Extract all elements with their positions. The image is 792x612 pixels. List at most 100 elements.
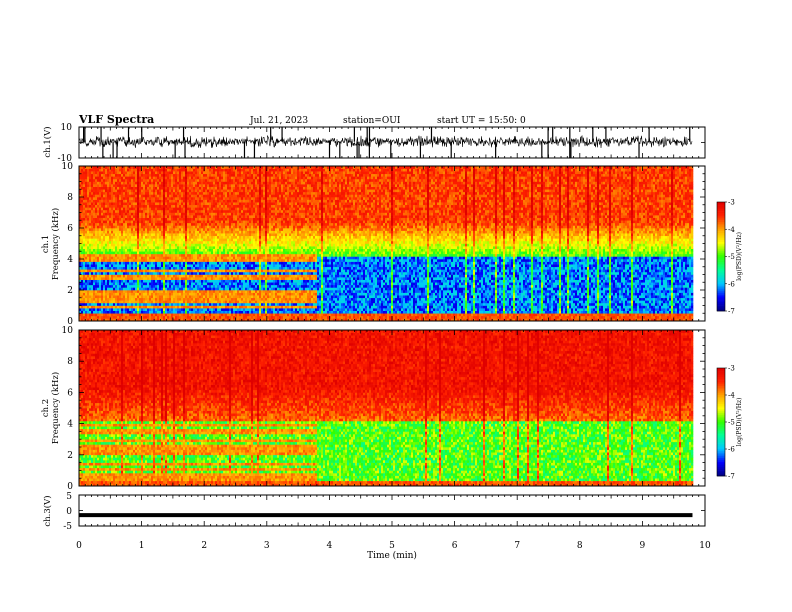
spectrogram-cell xyxy=(215,259,218,262)
spectrogram-cell xyxy=(145,243,148,247)
spectrogram-cell xyxy=(191,199,194,203)
spectrogram-cell xyxy=(173,279,176,283)
spectrogram-cell xyxy=(137,220,140,224)
spectrogram-cell xyxy=(181,228,184,231)
spectrogram-cell xyxy=(87,189,90,193)
spectrogram-cell xyxy=(119,284,122,288)
spectrogram-cell xyxy=(209,248,212,252)
spectrogram-cell xyxy=(131,178,134,182)
spectrogram-cell xyxy=(211,297,214,301)
spectrogram-cell xyxy=(95,290,98,293)
spectrogram-cell xyxy=(89,225,92,229)
spectrogram-cell xyxy=(85,315,88,319)
spectrogram-cell xyxy=(91,194,94,198)
spectrogram-cell xyxy=(83,189,86,193)
spectrogram-cell xyxy=(211,261,214,265)
spectrogram-cell xyxy=(145,199,148,203)
spectrogram-cell xyxy=(165,233,168,237)
spectrogram-cell xyxy=(159,261,162,265)
spectrogram-cell xyxy=(85,171,88,175)
spectrogram-cell xyxy=(219,176,222,180)
spectrogram-cell xyxy=(105,287,108,291)
spectrogram-cell xyxy=(169,308,172,311)
spectrogram-cell xyxy=(171,178,174,182)
spectrogram-cell xyxy=(199,297,202,301)
spectrogram-cell xyxy=(165,318,168,322)
spectrogram-cell xyxy=(215,184,218,187)
spectrogram-cell xyxy=(167,209,170,213)
spectrogram-cell xyxy=(179,204,182,208)
spectrogram-cell xyxy=(193,266,196,270)
spectrogram-cell xyxy=(125,279,128,283)
spectrogram-cell xyxy=(121,207,124,211)
spectrogram-cell xyxy=(209,271,212,275)
spectrogram-cell xyxy=(191,184,194,187)
spectrogram-cell xyxy=(191,266,194,270)
spectrogram-cell xyxy=(229,259,232,262)
spectrogram-cell xyxy=(81,251,84,255)
spectrogram-cell xyxy=(163,271,166,275)
spectrogram-cell xyxy=(131,292,134,296)
spectrogram-cell xyxy=(221,282,224,286)
spectrogram-cell xyxy=(125,290,128,293)
spectrogram-cell xyxy=(221,178,224,182)
spectrogram-cell xyxy=(223,199,226,203)
spectrogram-cell xyxy=(121,166,124,169)
spectrogram-cell xyxy=(79,300,82,304)
spectrogram-cell xyxy=(231,246,234,249)
spectrogram-cell xyxy=(93,279,96,283)
spectrogram-cell xyxy=(171,220,174,224)
spectrogram-cell xyxy=(159,199,162,203)
spectrogram-cell xyxy=(133,290,136,293)
spectrogram-cell xyxy=(183,215,186,218)
spectrogram-cell xyxy=(99,225,102,229)
spectrogram-cell xyxy=(207,305,210,309)
spectrogram-cell xyxy=(177,238,180,242)
spectrogram-cell xyxy=(93,184,96,187)
spectrogram-cell xyxy=(159,295,162,299)
spectrogram-cell xyxy=(139,240,142,244)
spectrogram-cell xyxy=(83,305,86,309)
spectrogram-cell xyxy=(205,220,208,224)
spectrogram-cell xyxy=(103,261,106,265)
spectrogram-cell xyxy=(81,271,84,275)
spectrogram-cell xyxy=(97,173,100,177)
spectrogram-cell xyxy=(121,305,124,309)
spectrogram-cell xyxy=(169,228,172,231)
spectrogram-cell xyxy=(233,292,236,296)
spectrogram-cell xyxy=(181,302,184,306)
spectrogram-cell xyxy=(161,300,164,304)
spectrogram-cell xyxy=(207,292,210,296)
spectrogram-cell xyxy=(153,189,156,193)
spectrogram-cell xyxy=(175,238,178,242)
spectrogram-cell xyxy=(109,191,112,195)
spectrogram-cell xyxy=(185,191,188,195)
spectrogram-cell xyxy=(103,228,106,231)
spectrogram-cell xyxy=(153,284,156,288)
spectrogram-cell xyxy=(169,233,172,237)
spectrogram-cell xyxy=(201,171,204,175)
spectrogram-cell xyxy=(205,204,208,208)
spectrogram-cell xyxy=(197,217,200,221)
spectrogram-cell xyxy=(139,253,142,257)
spectrogram-cell xyxy=(189,251,192,255)
spectrogram-cell xyxy=(185,171,188,175)
spectrogram-cell xyxy=(101,235,104,239)
spectrogram-cell xyxy=(203,186,206,190)
spectrogram-cell xyxy=(127,212,130,216)
spectrogram-cell xyxy=(143,233,146,237)
spectrogram-cell xyxy=(223,300,226,304)
spectrogram-cell xyxy=(87,302,90,306)
spectrogram-cell xyxy=(227,204,230,208)
spectrogram-cell xyxy=(101,186,104,190)
spectrogram-cell xyxy=(177,318,180,322)
spectrogram-cell xyxy=(107,202,110,206)
spectrogram-cell xyxy=(233,274,236,278)
spectrogram-cell xyxy=(149,204,152,208)
spectrogram-cell xyxy=(119,189,122,193)
spectrogram-cell xyxy=(197,297,200,301)
spectrogram-cell xyxy=(127,308,130,311)
spectrogram-cell xyxy=(95,313,98,317)
spectrogram-cell xyxy=(89,235,92,239)
spectrogram-cell xyxy=(181,186,184,190)
